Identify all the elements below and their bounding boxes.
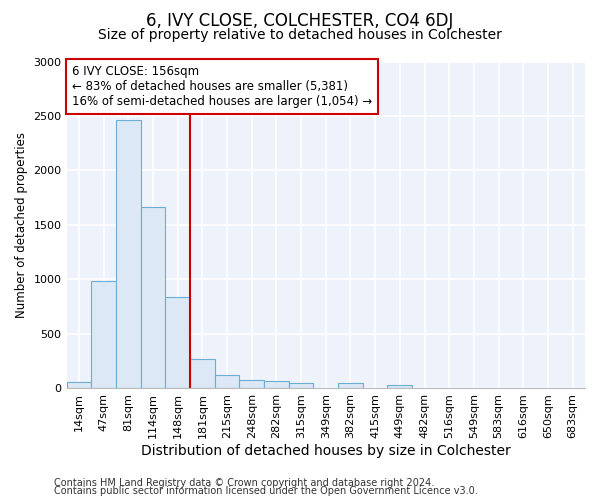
Bar — [388, 384, 412, 388]
X-axis label: Distribution of detached houses by size in Colchester: Distribution of detached houses by size … — [141, 444, 511, 458]
Bar — [190, 358, 215, 388]
Bar — [215, 375, 239, 388]
Text: 6 IVY CLOSE: 156sqm
← 83% of detached houses are smaller (5,381)
16% of semi-det: 6 IVY CLOSE: 156sqm ← 83% of detached ho… — [72, 65, 372, 108]
Bar — [67, 382, 91, 388]
Bar — [140, 208, 165, 388]
Bar — [91, 282, 116, 388]
Text: Contains public sector information licensed under the Open Government Licence v3: Contains public sector information licen… — [54, 486, 478, 496]
Bar — [338, 383, 363, 388]
Text: Size of property relative to detached houses in Colchester: Size of property relative to detached ho… — [98, 28, 502, 42]
Text: Contains HM Land Registry data © Crown copyright and database right 2024.: Contains HM Land Registry data © Crown c… — [54, 478, 434, 488]
Bar — [165, 296, 190, 388]
Y-axis label: Number of detached properties: Number of detached properties — [15, 132, 28, 318]
Bar — [116, 120, 140, 388]
Bar — [264, 382, 289, 388]
Bar — [239, 380, 264, 388]
Bar — [289, 382, 313, 388]
Text: 6, IVY CLOSE, COLCHESTER, CO4 6DJ: 6, IVY CLOSE, COLCHESTER, CO4 6DJ — [146, 12, 454, 30]
